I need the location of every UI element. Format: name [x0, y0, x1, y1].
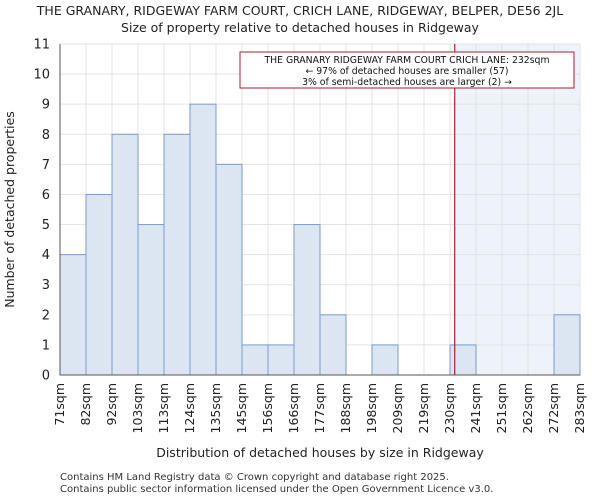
footer-line-1: Contains HM Land Registry data © Crown c…	[60, 472, 449, 483]
bar-103sqm	[137, 224, 165, 376]
y-tick-label: 11	[33, 38, 50, 53]
y-tick-label: 2	[42, 308, 50, 323]
x-tick-label: 262sqm	[520, 383, 535, 433]
annotation-line: THE GRANARY RIDGEWAY FARM COURT CRICH LA…	[263, 55, 549, 66]
x-tick-label: 230sqm	[442, 383, 457, 433]
bar-272sqm	[553, 314, 581, 376]
bar-124sqm	[189, 103, 217, 376]
x-tick-label: 272sqm	[546, 383, 561, 433]
bar-166sqm	[293, 224, 321, 376]
bar-177sqm	[319, 314, 347, 376]
y-tick-label: 5	[42, 218, 50, 233]
x-tick-label: 283sqm	[572, 383, 587, 433]
footer-line-2: Contains public sector information licen…	[60, 484, 494, 495]
y-tick-label: 3	[42, 278, 50, 293]
y-tick-label: 7	[42, 158, 50, 173]
x-axis-title: Distribution of detached houses by size …	[156, 445, 484, 460]
bar-92sqm	[111, 133, 139, 376]
x-tick-label: 177sqm	[312, 383, 327, 433]
x-tick-label: 219sqm	[416, 383, 431, 433]
x-tick-label: 188sqm	[338, 383, 353, 433]
chart-title: THE GRANARY, RIDGEWAY FARM COURT, CRICH …	[36, 3, 564, 18]
x-tick-label: 156sqm	[260, 383, 275, 433]
y-tick-label: 0	[42, 369, 50, 384]
chart-subtitle: Size of property relative to detached ho…	[121, 20, 479, 35]
bar-198sqm	[371, 344, 399, 376]
annotation-line: 3% of semi-detached houses are larger (2…	[302, 77, 512, 88]
annotation-box	[239, 51, 575, 89]
bar-113sqm	[163, 133, 191, 376]
x-tick-label: 82sqm	[78, 383, 93, 426]
y-tick-label: 8	[42, 128, 50, 143]
bar-71sqm	[59, 254, 87, 376]
y-tick-label: 4	[42, 248, 50, 263]
x-tick-label: 198sqm	[364, 383, 379, 433]
y-tick-label: 1	[42, 338, 50, 353]
x-tick-label: 209sqm	[390, 383, 405, 433]
bar-82sqm	[85, 193, 113, 376]
y-tick-label: 6	[42, 188, 50, 203]
bar-145sqm	[241, 344, 269, 376]
x-tick-label: 241sqm	[468, 383, 483, 433]
x-tick-label: 71sqm	[52, 383, 67, 426]
bar-135sqm	[215, 163, 243, 376]
x-tick-label: 251sqm	[494, 383, 509, 433]
x-tick-label: 166sqm	[286, 383, 301, 433]
bar-156sqm	[267, 344, 295, 376]
histogram-chart: 0 1 2 3 4 5 6 7 8 9 10 11 71sqm 82sqm 92sqm 103sqm 113sq…	[2, 38, 587, 461]
y-axis-title: Number of detached properties	[2, 111, 17, 308]
x-tick-label: 92sqm	[104, 383, 119, 426]
bar-230sqm	[449, 344, 477, 376]
x-tick-label: 145sqm	[234, 383, 249, 433]
annotation-line: ← 97% of detached houses are smaller (57…	[306, 66, 509, 77]
x-tick-label: 135sqm	[208, 383, 223, 433]
y-tick-label: 10	[33, 68, 50, 83]
x-tick-label: 113sqm	[156, 383, 171, 433]
x-tick-label: 103sqm	[130, 383, 145, 433]
y-tick-label: 9	[42, 98, 50, 113]
x-tick-label: 124sqm	[182, 383, 197, 433]
